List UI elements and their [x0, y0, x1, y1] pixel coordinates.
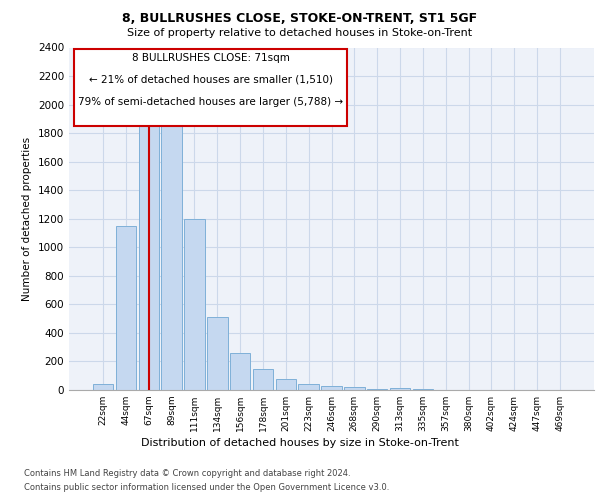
Bar	[321, 386, 342, 390]
Bar	[367, 389, 388, 390]
Y-axis label: Number of detached properties: Number of detached properties	[22, 136, 32, 301]
Text: 8 BULLRUSHES CLOSE: 71sqm: 8 BULLRUSHES CLOSE: 71sqm	[132, 52, 290, 62]
Text: ← 21% of detached houses are smaller (1,510): ← 21% of detached houses are smaller (1,…	[89, 75, 333, 85]
Bar	[139, 112, 159, 390]
Text: Distribution of detached houses by size in Stoke-on-Trent: Distribution of detached houses by size …	[141, 438, 459, 448]
Bar	[344, 387, 365, 390]
Bar	[275, 380, 296, 390]
Text: Contains HM Land Registry data © Crown copyright and database right 2024.: Contains HM Land Registry data © Crown c…	[24, 469, 350, 478]
Bar	[184, 219, 205, 390]
FancyBboxPatch shape	[74, 49, 347, 126]
Bar	[390, 388, 410, 390]
Text: 79% of semi-detached houses are larger (5,788) →: 79% of semi-detached houses are larger (…	[78, 97, 343, 107]
Bar	[93, 384, 113, 390]
Text: 8, BULLRUSHES CLOSE, STOKE-ON-TRENT, ST1 5GF: 8, BULLRUSHES CLOSE, STOKE-ON-TRENT, ST1…	[122, 12, 478, 26]
Text: Contains public sector information licensed under the Open Government Licence v3: Contains public sector information licen…	[24, 482, 389, 492]
Bar	[116, 226, 136, 390]
Text: Size of property relative to detached houses in Stoke-on-Trent: Size of property relative to detached ho…	[127, 28, 473, 38]
Bar	[207, 317, 227, 390]
Bar	[253, 368, 273, 390]
Bar	[161, 126, 182, 390]
Bar	[413, 389, 433, 390]
Bar	[298, 384, 319, 390]
Bar	[230, 353, 250, 390]
